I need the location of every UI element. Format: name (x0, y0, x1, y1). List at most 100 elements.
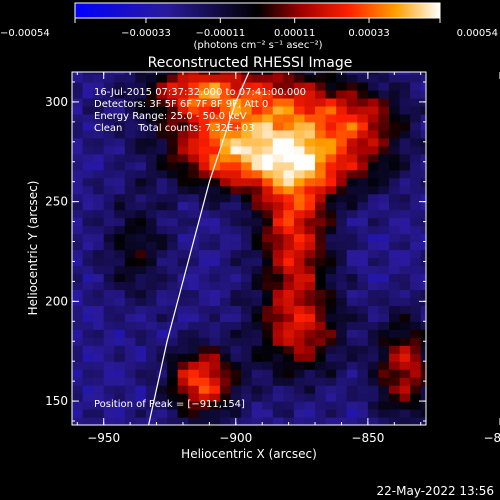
heatmap-cell (145, 385, 158, 394)
heatmap-cell (262, 161, 274, 171)
heatmap-cell (389, 281, 401, 290)
heatmap-cell (82, 297, 94, 306)
heatmap-cell (251, 241, 263, 251)
heatmap-cell (367, 353, 380, 362)
heatmap-cell (241, 409, 253, 418)
heatmap-cell (219, 289, 232, 298)
heatmap-cell (272, 137, 284, 147)
heatmap-cell (293, 161, 306, 171)
heatmap-cell (378, 337, 390, 346)
heatmap-cell (251, 409, 263, 418)
heatmap-cell (114, 193, 126, 203)
heatmap-cell (262, 313, 274, 322)
heatmap-cell (114, 97, 126, 107)
heatmap-cell (367, 289, 380, 298)
heatmap-cell (230, 217, 242, 227)
heatmap-cell (167, 185, 179, 195)
heatmap-cell (72, 137, 84, 147)
heatmap-cell (135, 129, 147, 139)
heatmap-cell (145, 305, 158, 314)
heatmap-cell (177, 329, 189, 338)
heatmap-cell (219, 353, 232, 362)
heatmap-cell (198, 161, 210, 171)
heatmap-cell (198, 241, 210, 251)
heatmap-cell (378, 89, 390, 99)
heatmap-cell (293, 113, 306, 123)
heatmap-cell (209, 289, 221, 298)
heatmap-cell (272, 313, 284, 322)
heatmap-cell (188, 401, 200, 410)
heatmap-cell (156, 217, 168, 227)
heatmap-cell (325, 105, 337, 115)
heatmap-cell (336, 129, 348, 139)
heatmap-cell (378, 72, 390, 75)
heatmap-cell (346, 297, 358, 306)
heatmap-cell (124, 137, 137, 147)
heatmap-cell (293, 81, 306, 91)
heatmap-cell (124, 169, 137, 179)
heatmap-cell (188, 209, 200, 219)
heatmap-cell (367, 385, 380, 394)
heatmap-cell (304, 241, 316, 251)
heatmap-cell (82, 345, 94, 354)
heatmap-cell (304, 417, 316, 425)
heatmap-cell (145, 201, 158, 211)
heatmap-cell (399, 401, 411, 410)
heatmap-cell (72, 161, 84, 171)
heatmap-cell (399, 177, 411, 187)
heatmap-cell (167, 97, 179, 107)
heatmap-cell (156, 105, 168, 115)
heatmap-cell (177, 121, 189, 131)
heatmap-cell (262, 353, 274, 362)
heatmap-cell (346, 209, 358, 219)
heatmap-cell (209, 209, 221, 219)
heatmap-cell (72, 409, 84, 418)
heatmap-cell (304, 217, 316, 227)
heatmap-cell (72, 353, 84, 362)
heatmap-cell (367, 345, 380, 354)
heatmap-cell (177, 153, 189, 163)
plot-frame (71, 71, 427, 426)
heatmap-cell (209, 321, 221, 330)
heatmap-cell (410, 113, 422, 123)
y-tick-label: 150 (45, 394, 68, 408)
heatmap-cell (336, 209, 348, 219)
heatmap-cell (367, 225, 380, 235)
heatmap-cell (188, 257, 200, 267)
heatmap-cell (177, 297, 189, 306)
heatmap-cell (378, 409, 390, 418)
heatmap-cell (103, 209, 115, 219)
heatmap-cell (367, 209, 380, 219)
heatmap-cell (82, 329, 94, 338)
heatmap-cell (114, 233, 126, 243)
heatmap-cell (219, 185, 232, 195)
heatmap-cell (251, 129, 263, 139)
heatmap-cell (336, 113, 348, 123)
heatmap-cell (156, 209, 168, 219)
heatmap-cell (389, 225, 401, 235)
heatmap-cell (114, 81, 126, 91)
heatmap-cell (103, 417, 115, 425)
heatmap-cell (346, 289, 358, 298)
heatmap-cell (230, 257, 242, 267)
heatmap-cell (399, 337, 411, 346)
heatmap-cell (272, 97, 284, 107)
heatmap-cell (293, 137, 306, 147)
heatmap-cell (82, 233, 94, 243)
heatmap-cell (103, 393, 115, 402)
heatmap-cell (230, 105, 242, 115)
heatmap-cell (156, 73, 168, 83)
heatmap-cell (410, 281, 422, 290)
heatmap-cell (188, 121, 200, 131)
heatmap-cell (315, 233, 327, 243)
heatmap-cell (103, 97, 115, 107)
heatmap-cell (389, 289, 401, 298)
heatmap-cell (72, 241, 84, 251)
heatmap-cell (262, 193, 274, 203)
heatmap-cell (410, 177, 422, 187)
heatmap-cell (304, 409, 316, 418)
heatmap-cell (167, 105, 179, 115)
heatmap-cell (315, 385, 327, 394)
heatmap-cell (241, 113, 253, 123)
